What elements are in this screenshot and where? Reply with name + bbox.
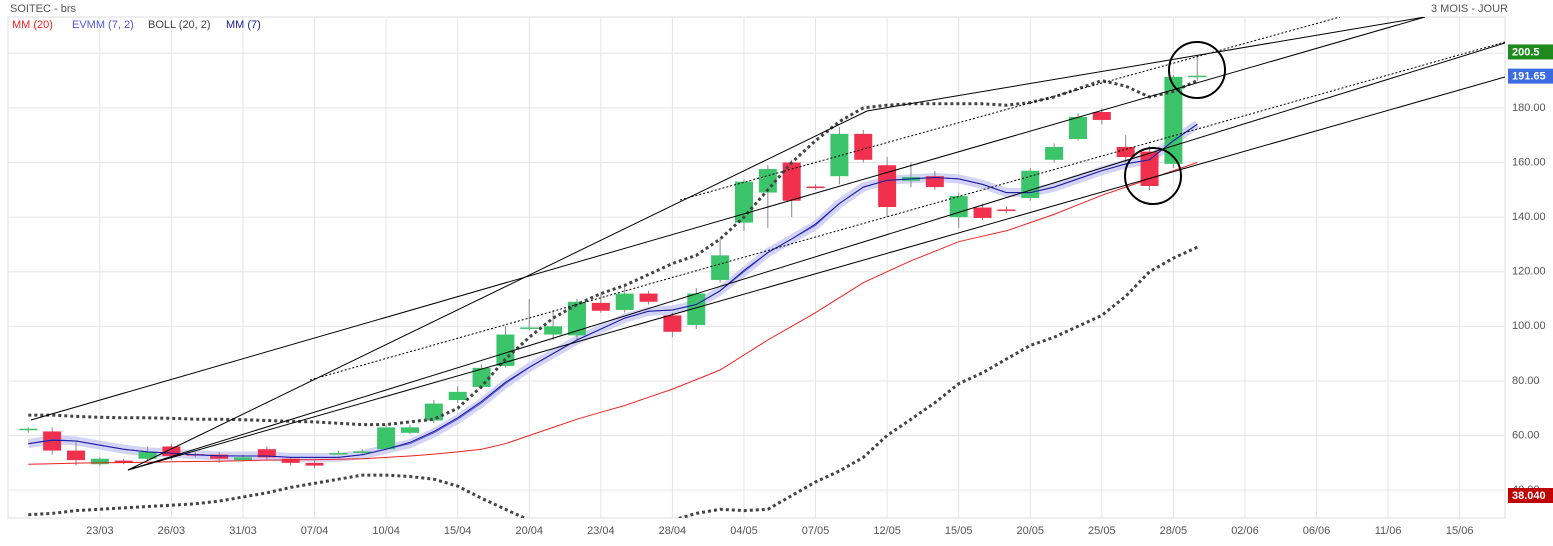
x-tick-label: 20/05	[1016, 525, 1044, 537]
candle-body	[400, 427, 419, 433]
candle-body	[90, 458, 109, 465]
x-tick-label: 07/05	[802, 525, 830, 537]
highlight-circle	[1124, 147, 1182, 205]
trend-line	[30, 17, 1426, 421]
candle-body	[663, 315, 682, 332]
candle-body	[782, 162, 801, 201]
candle-body	[162, 446, 181, 457]
candle-body	[138, 451, 157, 459]
trend-line	[127, 110, 868, 471]
candle-body	[567, 301, 586, 336]
y-tick-label: 160.00	[1512, 156, 1546, 168]
y-tick-label: 120.00	[1512, 266, 1546, 278]
bollinger-lower	[28, 245, 1198, 518]
legend: MM (20) EVMM (7, 2) BOLL (20, 2) MM (7)	[12, 19, 261, 31]
candle-body	[19, 428, 38, 431]
x-tick-label: 26/03	[158, 525, 186, 537]
candle-body	[257, 449, 276, 458]
annotations	[30, 17, 1505, 471]
candle-body	[711, 255, 730, 280]
price-label: 38.040	[1512, 490, 1546, 502]
price-label: 200.5	[1512, 46, 1540, 58]
candle-body	[520, 327, 539, 329]
candle-body	[424, 403, 443, 421]
y-tick-label: 100.00	[1512, 320, 1546, 332]
candle-body	[591, 302, 610, 311]
highlight-circle	[1168, 41, 1226, 99]
x-tick-label: 15/04	[444, 525, 472, 537]
indicator-line	[28, 123, 1198, 458]
x-tick-label: 04/05	[730, 525, 758, 537]
chart-subtitle: 3 MOIS - JOUR	[1431, 3, 1508, 15]
plot	[19, 56, 1207, 518]
candle-body	[854, 133, 873, 160]
x-tick-label: 11/06	[1375, 525, 1402, 537]
price-badge	[1508, 68, 1553, 84]
candle-body	[878, 165, 897, 208]
legend-entry: MM (20)	[12, 19, 53, 31]
indicator-line	[28, 162, 1198, 465]
x-tick-label: 02/06	[1231, 525, 1259, 537]
plot-area	[7, 16, 1506, 519]
x-tick-label: 12/05	[873, 525, 901, 537]
candle-body	[114, 460, 133, 463]
candle-body	[210, 454, 229, 459]
x-tick-label: 07/04	[301, 525, 329, 537]
legend-entry: MM (7)	[226, 19, 261, 31]
chart-title: SOITEC - brs	[10, 3, 77, 15]
legend-entry: EVMM (7, 2)	[72, 19, 134, 31]
y-tick-label: 140.00	[1512, 211, 1546, 223]
y-tick-label: 180.00	[1512, 102, 1546, 114]
candle-body	[233, 457, 252, 461]
x-tick-label: 23/04	[587, 525, 615, 537]
x-tick-label: 06/06	[1303, 525, 1331, 537]
candle-body	[1045, 146, 1064, 160]
candle-body	[1021, 170, 1040, 199]
candle-body	[544, 326, 563, 335]
trend-line	[127, 42, 1505, 471]
bollinger-upper	[28, 79, 1198, 427]
candle-body	[66, 450, 85, 461]
trend-line	[127, 76, 1505, 471]
candle-body	[997, 209, 1016, 211]
legend-entry: BOLL (20, 2)	[148, 19, 211, 31]
x-tick-label: 23/03	[86, 525, 114, 537]
candle-body	[1092, 112, 1111, 120]
x-tick-label: 25/05	[1088, 525, 1116, 537]
candle-body	[1116, 146, 1135, 158]
price-label: 191.65	[1512, 71, 1546, 83]
candle-body	[830, 133, 849, 177]
x-tick-label: 28/04	[659, 525, 687, 537]
y-tick-label: 60.00	[1512, 429, 1540, 441]
candle-body	[1164, 76, 1183, 164]
candle-body	[305, 462, 324, 466]
candle-body	[448, 391, 467, 401]
x-tick-label: 28/05	[1160, 525, 1188, 537]
price-badge	[1508, 488, 1553, 504]
trend-line	[866, 17, 1426, 112]
candle-body	[925, 176, 944, 188]
candle-body	[353, 451, 372, 453]
x-tick-label: 10/04	[372, 525, 400, 537]
x-tick-label: 31/03	[229, 525, 257, 537]
candle-body	[329, 453, 348, 455]
candle-body	[973, 207, 992, 218]
candle-body	[1068, 116, 1087, 140]
price-badge	[1508, 44, 1553, 60]
candle-body	[496, 334, 515, 366]
candle-body	[949, 196, 968, 218]
candle-body	[639, 293, 658, 302]
candle-body	[1188, 75, 1207, 78]
x-tick-label: 15/05	[945, 525, 973, 537]
candle-body	[377, 427, 396, 450]
candle-body	[615, 293, 634, 310]
candle-body	[43, 431, 62, 451]
candle-body	[281, 458, 300, 463]
x-tick-label: 20/04	[516, 525, 544, 537]
y-tick-label: 80.00	[1512, 375, 1540, 387]
x-tick-label: 15/06	[1446, 525, 1474, 537]
candle-body	[806, 186, 825, 189]
trend-line-dotted	[309, 41, 1505, 381]
